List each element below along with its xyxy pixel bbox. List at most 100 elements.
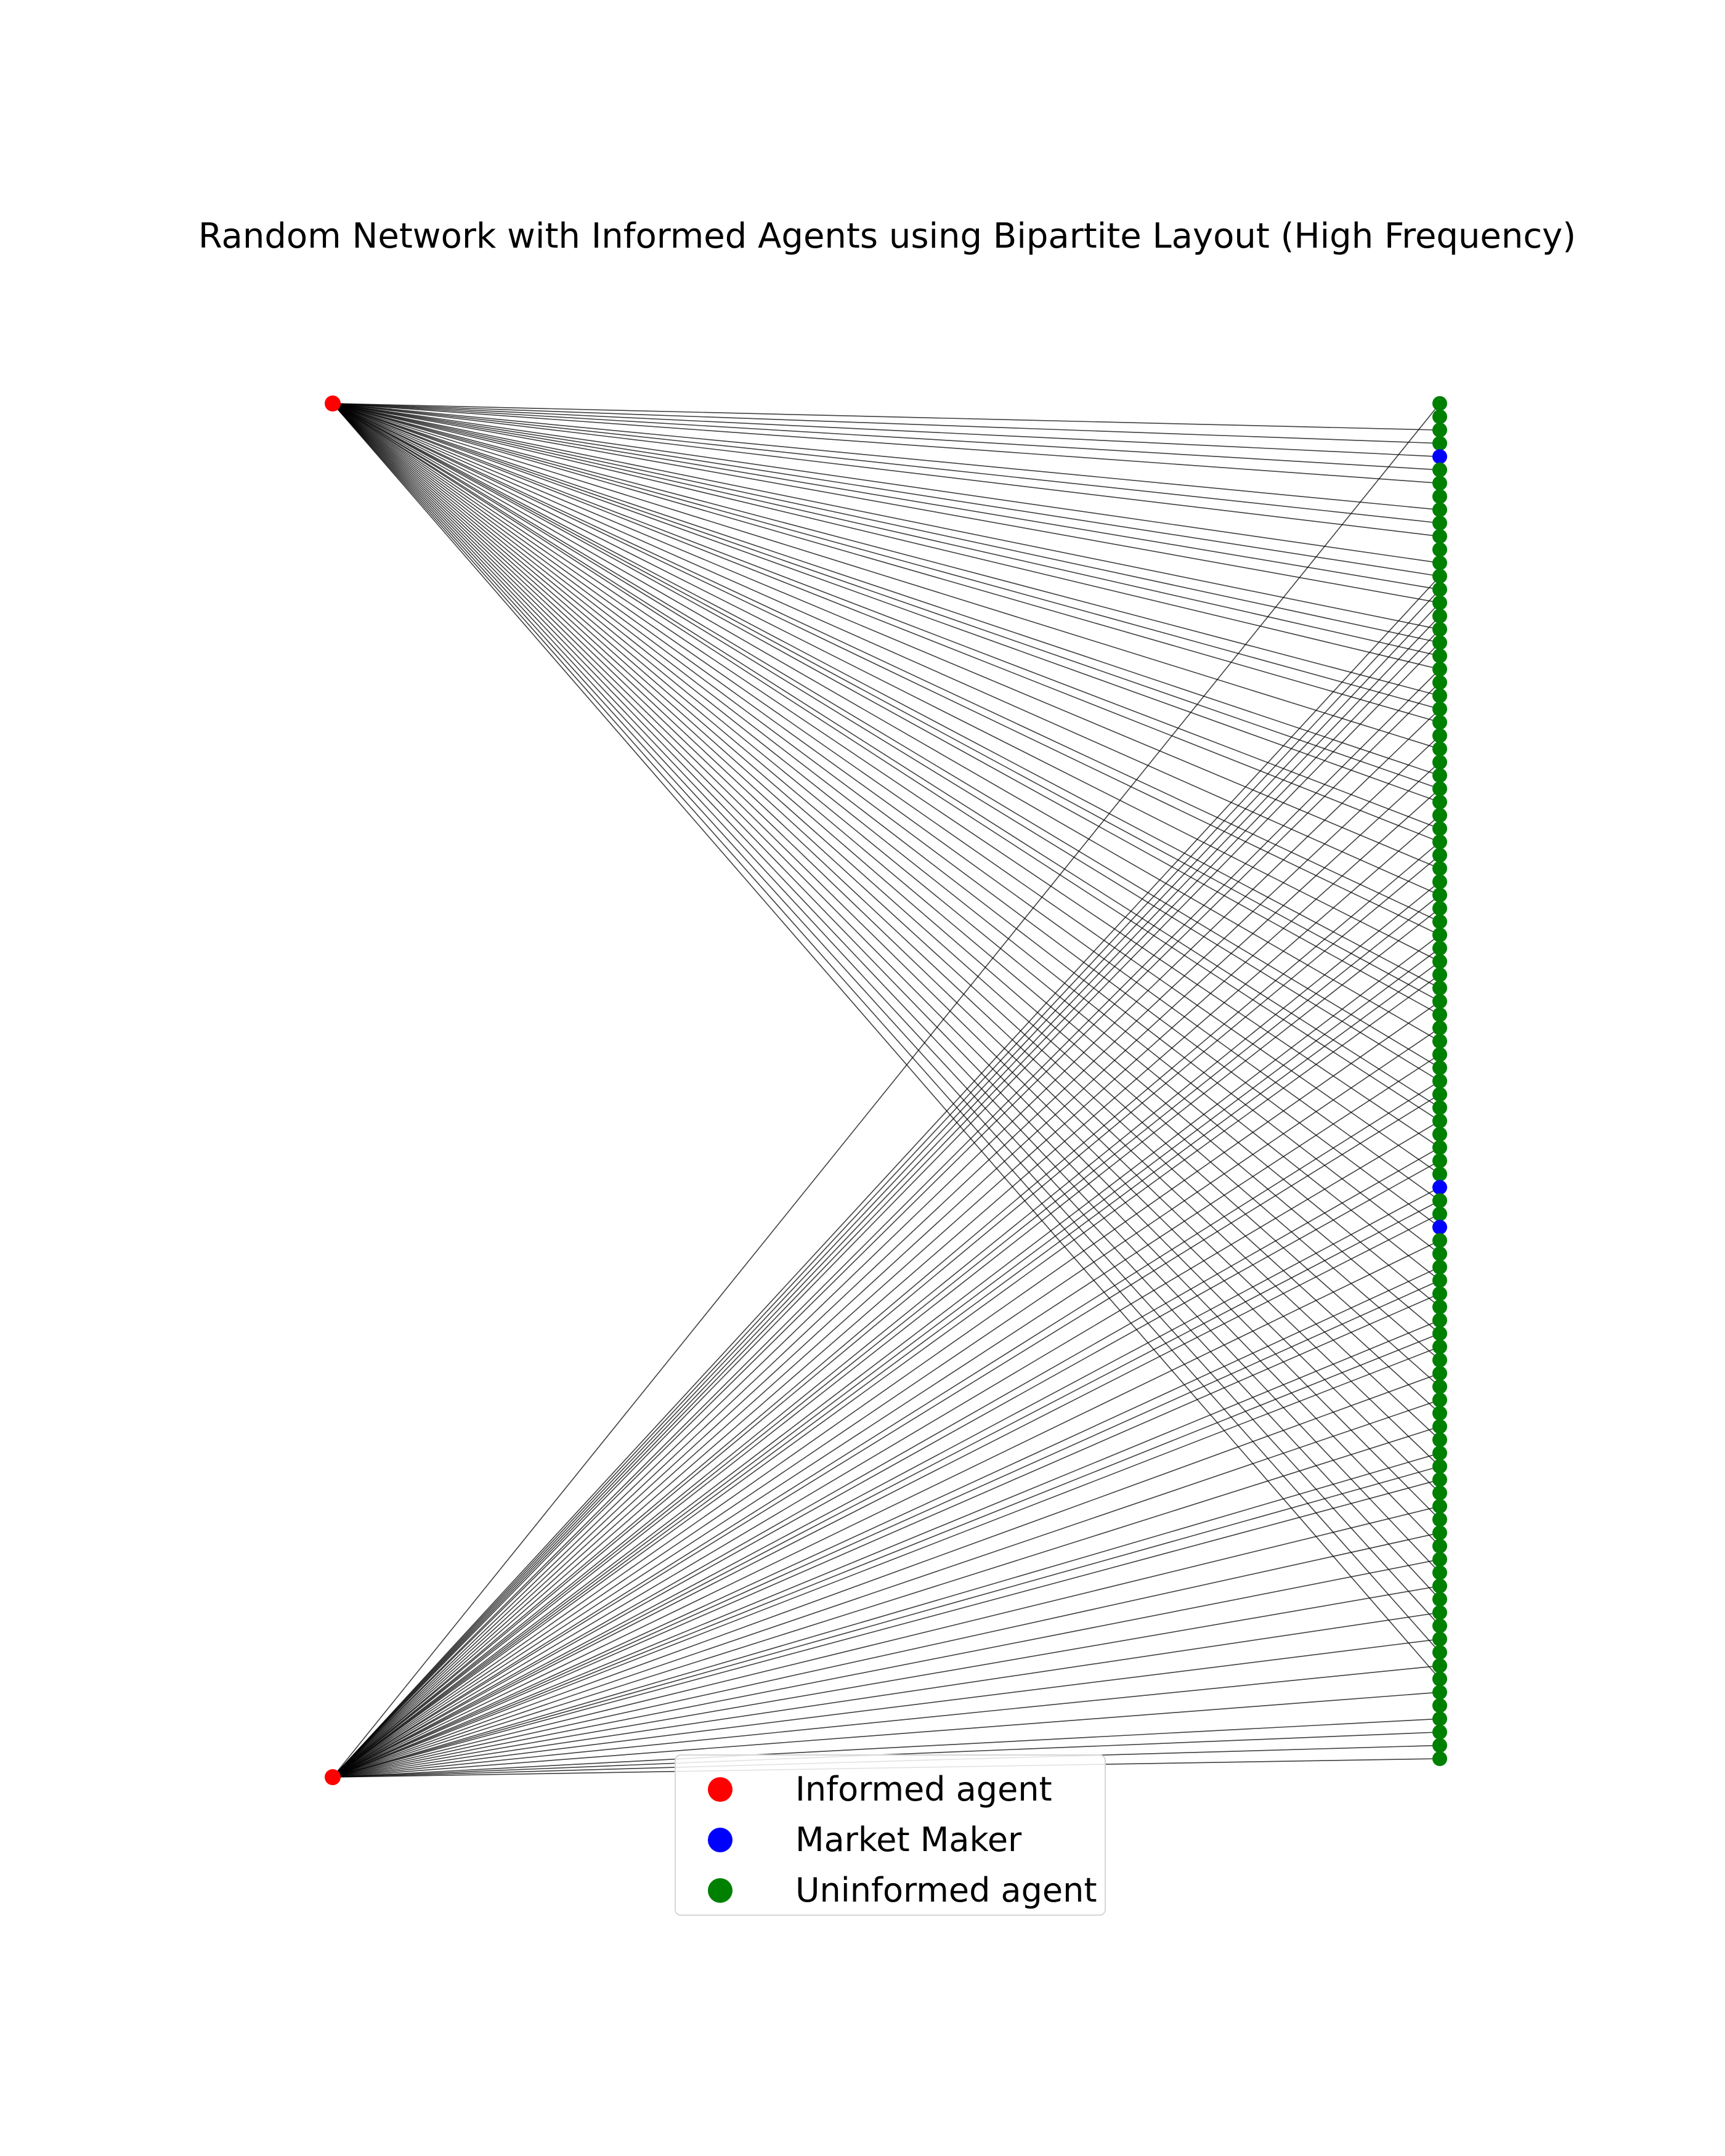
edge-informed-2 [332,1372,1440,1778]
edge-informed-2 [332,961,1440,1778]
uninformed-agent-node [1432,1472,1447,1488]
uninformed-agent-node [1432,901,1447,916]
uninformed-agent-node [1432,1459,1447,1474]
uninformed-agent-node [1432,1419,1447,1434]
edge-informed-1 [332,403,1440,657]
uninformed-agent-node [1432,675,1447,690]
uninformed-agent-node [1432,1485,1447,1501]
uninformed-agent-node [1432,874,1447,890]
uninformed-agent-node [1432,1259,1447,1275]
uninformed-agent-node [1432,1326,1447,1341]
edge-informed-2 [332,854,1440,1778]
uninformed-agent-node [1432,423,1447,438]
edge-informed-2 [332,1639,1440,1778]
edge-informed-1 [332,403,1440,750]
edge-informed-1 [332,403,1440,1573]
uninformed-agent-node [1432,436,1447,451]
uninformed-agent-node [1432,1087,1447,1102]
uninformed-agent-node [1432,1538,1447,1554]
edge-informed-2 [332,1692,1440,1778]
uninformed-agent-node [1432,728,1447,744]
edge-informed-1 [332,403,1440,1281]
edge-informed-1 [332,403,1440,1547]
uninformed-agent-node [1432,755,1447,770]
edge-informed-2 [332,602,1440,1778]
edge-informed-2 [332,1266,1440,1778]
edge-informed-2 [332,589,1440,1778]
edge-informed-2 [332,708,1440,1778]
uninformed-agent-node [1432,1658,1447,1674]
edge-informed-1 [332,403,1440,471]
edge-informed-2 [332,815,1440,1778]
edge-informed-2 [332,974,1440,1778]
edge-informed-2 [332,403,1440,1778]
edge-informed-2 [332,1147,1440,1778]
legend-marker-market-maker [708,1828,733,1852]
uninformed-agent-node [1432,861,1447,876]
edge-informed-2 [332,1080,1440,1778]
uninformed-agent-node [1432,1379,1447,1395]
edge-informed-2 [332,682,1440,1778]
edge-informed-1 [332,403,1440,1069]
uninformed-agent-node [1432,462,1447,477]
edge-informed-1 [332,403,1440,590]
uninformed-agent-node [1432,781,1447,796]
uninformed-agent-node [1432,981,1447,996]
legend-marker-uninformed [708,1878,733,1903]
uninformed-agent-node [1432,1525,1447,1541]
uninformed-agent-node [1432,516,1447,531]
edge-informed-1 [332,403,1440,564]
uninformed-agent-node [1432,1140,1447,1155]
uninformed-agent-node [1432,1578,1447,1594]
uninformed-agent-node [1432,1711,1447,1727]
edge-informed-1 [332,403,1440,896]
uninformed-agent-node [1432,688,1447,703]
edge-informed-2 [332,642,1440,1778]
edge-informed-1 [332,403,1440,776]
uninformed-agent-node [1432,1233,1447,1248]
legend-marker-informed [708,1777,733,1802]
uninformed-agent-node [1432,1645,1447,1660]
edge-informed-1 [332,403,1440,1520]
uninformed-agent-node [1432,1273,1447,1288]
uninformed-agent-node [1432,821,1447,837]
edge-informed-1 [332,403,1440,630]
edge-informed-1 [332,403,1440,989]
edge-informed-1 [332,403,1440,1387]
uninformed-agent-node [1432,1618,1447,1634]
uninformed-agent-node [1432,715,1447,730]
edge-informed-1 [332,403,1440,1175]
uninformed-agent-node [1432,595,1447,610]
edge-informed-1 [332,403,1440,790]
uninformed-agent-node [1432,1499,1447,1514]
uninformed-agent-node [1432,1020,1447,1035]
uninformed-agent-node [1432,1339,1447,1355]
edge-informed-2 [332,629,1440,1778]
edge-informed-1 [332,403,1440,1148]
uninformed-agent-node [1432,1565,1447,1581]
edge-informed-2 [332,894,1440,1778]
edge-informed-1 [332,403,1440,1228]
edge-informed-2 [332,1160,1440,1778]
uninformed-agent-node [1432,1246,1447,1262]
edge-informed-2 [332,1532,1440,1778]
edge-informed-2 [332,1665,1440,1778]
uninformed-agent-node [1432,927,1447,942]
uninformed-agent-node [1432,1698,1447,1713]
uninformed-agent-node [1432,994,1447,1009]
uninformed-agent-node [1432,1206,1447,1222]
edge-informed-1 [332,403,1440,723]
uninformed-agent-node [1432,1047,1447,1062]
uninformed-agent-node [1432,409,1447,424]
uninformed-agent-node [1432,702,1447,717]
uninformed-agent-node [1432,1113,1447,1129]
uninformed-agent-node [1432,1552,1447,1567]
edge-informed-2 [332,1611,1440,1778]
edge-informed-1 [332,403,1440,1361]
uninformed-agent-node [1432,1100,1447,1116]
chart-title: Random Network with Informed Agents usin… [198,216,1577,256]
edge-informed-1 [332,403,1440,1082]
edge-informed-1 [332,403,1440,670]
uninformed-agent-node [1432,808,1447,823]
edge-informed-1 [332,403,1440,524]
